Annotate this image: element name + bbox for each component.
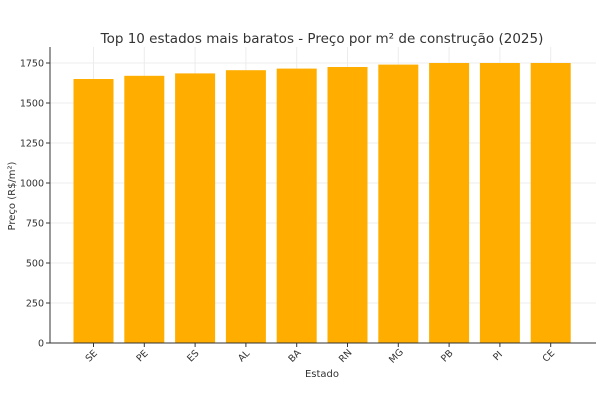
bar-pe — [124, 75, 165, 344]
bar-ce — [530, 63, 571, 343]
y-tick-label: 500 — [26, 259, 44, 270]
x-tick-label: RN — [337, 347, 354, 364]
y-tick-label: 1250 — [20, 139, 44, 150]
y-tick-label: 250 — [26, 299, 44, 310]
y-tick-label: 750 — [26, 219, 44, 230]
x-tick-label: PI — [491, 349, 505, 363]
bar-rn — [327, 67, 368, 343]
x-tick-label: ES — [185, 348, 201, 364]
x-tick-label: PB — [439, 348, 455, 364]
x-tick-label: PE — [134, 348, 150, 364]
y-tick-label: 0 — [38, 339, 44, 350]
y-tick-label: 1750 — [20, 59, 44, 70]
x-axis-label: Estado — [305, 369, 339, 380]
x-tick-label: SE — [84, 348, 100, 364]
y-tick-label: 1000 — [20, 179, 44, 190]
x-tick-label: CE — [541, 348, 558, 365]
y-axis-label: Preço (R$/m²) — [7, 161, 18, 230]
x-tick-label: AL — [236, 348, 253, 365]
chart-title: Top 10 estados mais baratos - Preço por … — [100, 31, 544, 47]
bar-al — [225, 70, 266, 343]
x-tick-label: BA — [286, 347, 303, 364]
x-tick-label: MG — [387, 347, 406, 366]
y-tick-label: 1500 — [20, 99, 44, 110]
bar-es — [175, 73, 216, 344]
bar-se — [73, 79, 114, 343]
bar-ba — [276, 68, 317, 343]
bar-pi — [479, 63, 520, 343]
bar-pb — [429, 63, 470, 343]
bar-mg — [378, 64, 419, 343]
